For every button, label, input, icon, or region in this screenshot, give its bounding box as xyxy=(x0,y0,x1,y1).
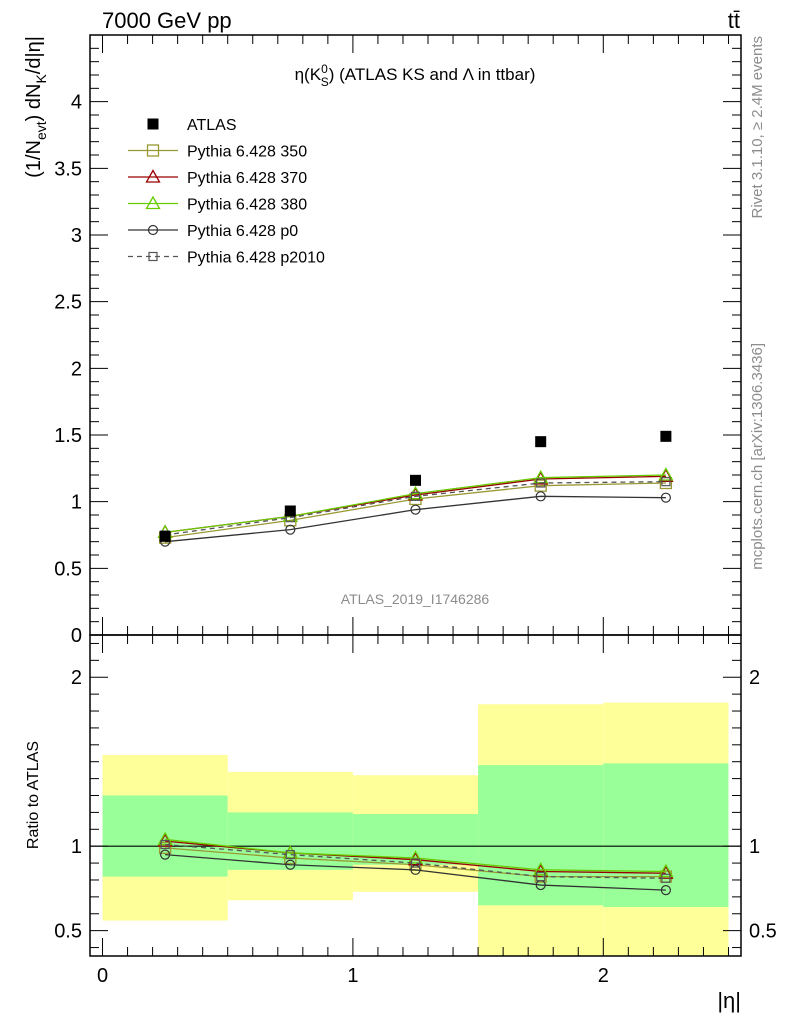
ratio-point-pythia-6-428-p2010 xyxy=(410,858,421,868)
ratio-ytick-label-right: 1 xyxy=(749,836,760,858)
ratio-point-pythia-6-428-380 xyxy=(407,850,424,864)
main-point-atlas xyxy=(159,530,171,542)
ratio-ytick-label-left: 2 xyxy=(71,667,82,689)
ratio-band-green-3 xyxy=(478,765,604,906)
ratio-line-pythia-6-428-p0 xyxy=(165,853,666,891)
main-panel-series xyxy=(157,430,674,547)
main-point-pythia-6-428-p0 xyxy=(535,491,546,502)
ratio-point-pythia-6-428-p0 xyxy=(160,849,171,860)
legend: ATLAS Pythia 6.428 350 Pythia 6.428 370 Pyt… xyxy=(128,117,325,267)
legend-marker-pythia-6-428-p0 xyxy=(147,224,159,236)
ratio-ytick-label-right: 0.5 xyxy=(749,921,777,943)
main-y-axis-label: (1/Nevt) dNK/d|η| xyxy=(23,36,49,178)
main-ytick-label: 1 xyxy=(71,492,82,514)
legend-label-pythia-6-428-370: Pythia 6.428 370 xyxy=(187,170,307,187)
ratio-xtick-label: 2 xyxy=(598,965,609,987)
main-point-pythia-6-428-p2010 xyxy=(410,491,421,501)
main-point-pythia-6-428-380 xyxy=(658,467,674,481)
ratio-y-axis-label: Ratio to ATLAS xyxy=(25,741,42,849)
ratio-point-pythia-6-428-p0 xyxy=(410,864,421,875)
ratio-xtick-label: 1 xyxy=(347,965,358,987)
legend-marker-pythia-6-428-380 xyxy=(145,195,161,210)
ratio-point-pythia-6-428-380 xyxy=(282,845,298,859)
main-line-pythia-6-428-p0 xyxy=(165,495,666,543)
header-process-label: tt̄ xyxy=(728,8,740,33)
ratio-point-pythia-6-428-p2010 xyxy=(285,850,295,860)
ratio-line-pythia-6-428-p2010 xyxy=(165,843,666,879)
analysis-watermark: ATLAS_2019_I1746286 xyxy=(341,591,490,607)
main-line-pythia-6-428-p2010 xyxy=(165,481,666,536)
ratio-point-pythia-6-428-380 xyxy=(157,831,173,846)
main-point-atlas xyxy=(535,436,547,448)
ratio-point-pythia-6-428-380 xyxy=(658,863,674,878)
ratio-point-pythia-6-428-p2010 xyxy=(536,871,546,882)
ratio-point-pythia-6-428-p2010 xyxy=(661,873,671,883)
main-point-pythia-6-428-p2010 xyxy=(661,477,671,487)
ratio-point-pythia-6-428-350 xyxy=(158,841,172,855)
main-ytick-label: 0 xyxy=(71,625,82,647)
legend-label-pythia-6-428-p0: Pythia 6.428 p0 xyxy=(187,223,298,240)
legend-label-pythia-6-428-350: Pythia 6.428 350 xyxy=(187,144,307,161)
main-line-pythia-6-428-380 xyxy=(165,474,666,533)
ratio-ytick-label-left: 0.5 xyxy=(54,921,82,943)
main-point-pythia-6-428-350 xyxy=(534,479,547,492)
legend-label-pythia-6-428-p2010: Pythia 6.428 p2010 xyxy=(187,250,325,267)
ratio-panel-bands xyxy=(90,702,741,956)
ratio-point-pythia-6-428-380 xyxy=(533,862,549,876)
main-point-pythia-6-428-p0 xyxy=(285,524,296,535)
main-point-atlas xyxy=(410,474,421,486)
legend-label-pythia-6-428-380: Pythia 6.428 380 xyxy=(187,197,307,214)
main-ytick-label: 2.5 xyxy=(54,292,82,314)
legend-label-atlas: ATLAS xyxy=(187,117,237,134)
main-point-pythia-6-428-p0 xyxy=(410,504,421,515)
main-point-atlas xyxy=(284,505,296,517)
ratio-band-green-0 xyxy=(102,795,228,877)
ratio-panel-frame xyxy=(89,634,742,957)
ratio-panel-series xyxy=(157,831,674,896)
ratio-point-pythia-6-428-p2010 xyxy=(160,839,170,850)
main-ytick-label: 4 xyxy=(71,92,82,114)
main-ytick-label: 3.5 xyxy=(54,158,82,180)
ratio-ytick-label-right: 2 xyxy=(749,667,760,689)
main-ytick-label: 3 xyxy=(71,225,82,247)
mcplots-label: mcplots.cern.ch [arXiv:1306.3436] xyxy=(749,343,766,570)
main-panel-axes: 0 0.5 1 1.5 2 2.5 3 3.5 4 xyxy=(54,35,741,647)
x-axis-label: |η| xyxy=(717,988,741,1013)
main-point-pythia-6-428-p2010 xyxy=(536,478,546,488)
ratio-line-pythia-6-428-380 xyxy=(165,838,666,873)
main-ytick-label: 0.5 xyxy=(54,558,82,580)
ratio-panel-axes: 0.5 0.5 1 1 2 2 0 1 2 xyxy=(54,635,777,987)
ratio-point-pythia-6-428-p0 xyxy=(660,885,671,896)
main-line-pythia-6-428-350 xyxy=(165,482,666,539)
legend-marker-pythia-6-428-350 xyxy=(146,144,160,157)
main-point-pythia-6-428-p0 xyxy=(660,492,671,503)
legend-marker-atlas xyxy=(147,118,159,130)
main-ytick-label: 2 xyxy=(71,358,82,380)
header-energy-label: 7000 GeV pp xyxy=(102,8,232,33)
main-ytick-label: 1.5 xyxy=(54,425,82,447)
legend-marker-pythia-6-428-p2010 xyxy=(148,251,158,262)
ratio-band-green-4 xyxy=(603,763,729,908)
main-point-atlas xyxy=(660,430,672,442)
legend-marker-pythia-6-428-370 xyxy=(145,169,161,183)
rivet-version-label: Rivet 3.1.10, ≥ 2.4M events xyxy=(749,36,766,219)
ratio-point-pythia-6-428-p0 xyxy=(285,859,296,870)
plot-title: η(K0 S) (ATLAS KS and Λ in ttbar) xyxy=(295,62,536,89)
ratio-point-pythia-6-428-370 xyxy=(533,863,549,878)
ratio-ytick-label-left: 1 xyxy=(71,836,82,858)
ratio-xtick-label: 0 xyxy=(97,965,108,987)
ratio-point-pythia-6-428-370 xyxy=(658,865,674,879)
